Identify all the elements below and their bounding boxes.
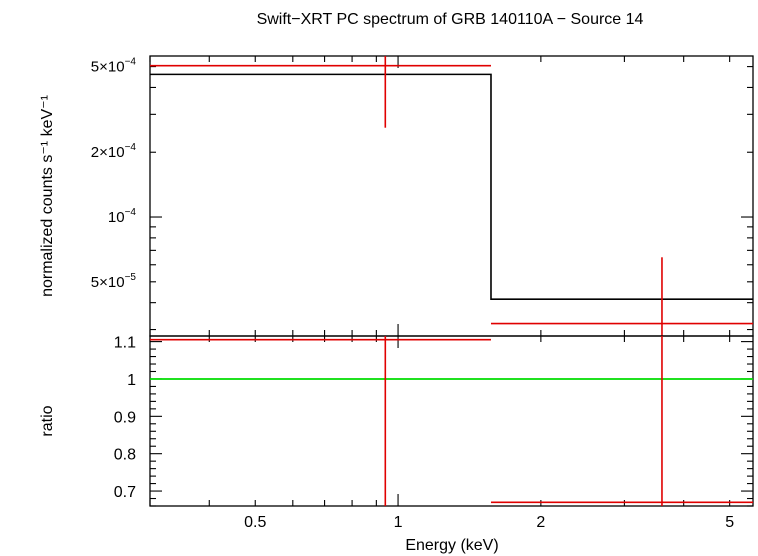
y-tick-label: 10−4 bbox=[108, 207, 137, 226]
y-tick-label: 5×10−4 bbox=[91, 57, 137, 76]
ratio-data-points bbox=[150, 336, 753, 506]
ratio-data-point bbox=[150, 336, 491, 506]
y-tick-label: 1.1 bbox=[114, 335, 136, 352]
spectrum-data-points bbox=[150, 56, 753, 336]
y-tick-label: 0.8 bbox=[114, 447, 136, 464]
x-axis-label: Energy (keV) bbox=[405, 537, 498, 554]
spectrum-y-axis-label: normalized counts s⁻¹ keV⁻¹ bbox=[39, 95, 56, 297]
ratio-frame bbox=[149, 335, 754, 507]
y-tick-label: 1 bbox=[127, 372, 136, 389]
model-step-line bbox=[150, 73, 753, 301]
ratio-y-axis-label: ratio bbox=[39, 405, 56, 436]
y-tick-label: 0.7 bbox=[114, 484, 136, 501]
x-tick-label: 0.5 bbox=[244, 514, 266, 531]
ratio-y-ticks: 1.1 1 0.9 0.8 0.7 bbox=[114, 335, 753, 507]
model-curve bbox=[150, 73, 753, 301]
x-tick-label: 5 bbox=[725, 514, 734, 531]
spectrum-panel: 5×10−4 2×10−4 10−4 5×10−5 normalized counts… bbox=[39, 55, 754, 337]
chart-title: Swift−XRT PC spectrum of GRB 140110A − S… bbox=[257, 11, 644, 28]
x-tick-label: 1 bbox=[394, 514, 403, 531]
spectrum-x-ticks bbox=[149, 56, 731, 336]
y-tick-label: 5×10−5 bbox=[91, 272, 137, 291]
y-tick-label: 0.9 bbox=[114, 409, 136, 426]
y-tick-label: 2×10−4 bbox=[91, 142, 137, 161]
spectrum-y-ticks: 5×10−4 2×10−4 10−4 5×10−5 bbox=[91, 57, 753, 331]
spectrum-data-point bbox=[490, 257, 753, 336]
ratio-data-point bbox=[490, 336, 753, 506]
x-tick-label: 2 bbox=[536, 514, 545, 531]
spectrum-data-point bbox=[150, 56, 491, 128]
ratio-panel: 1.1 1 0.9 0.8 0.7 0.5 1 2 5 ratio Energy (keV) bbox=[39, 335, 754, 554]
